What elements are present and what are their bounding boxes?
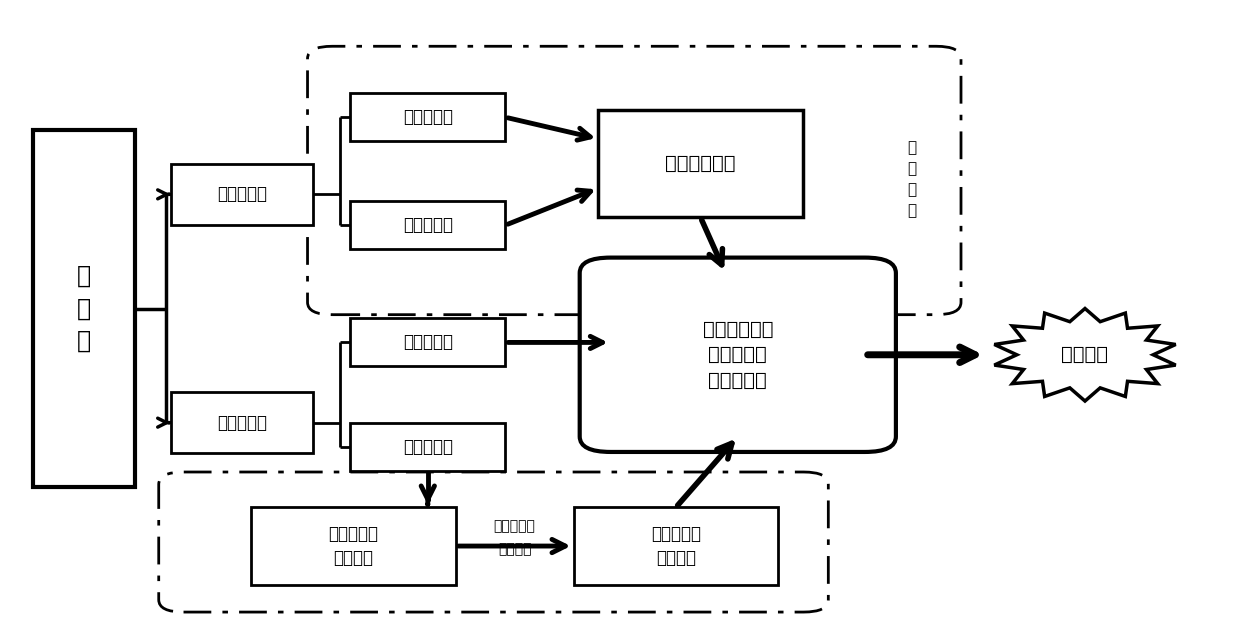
Bar [250, 507, 455, 585]
Text: 主体训练集: 主体训练集 [403, 438, 453, 457]
Bar [350, 93, 506, 141]
Text: 辅助测试集: 辅助测试集 [403, 216, 453, 234]
Bar [33, 130, 135, 487]
Text: 主体数据集: 主体数据集 [217, 413, 267, 432]
Text: 辅助字典学习: 辅助字典学习 [666, 154, 735, 173]
Bar [171, 392, 312, 453]
Text: 类间不相关
低秩分解: 类间不相关 低秩分解 [651, 525, 701, 567]
Text: 辅
助
字
典: 辅 助 字 典 [906, 140, 916, 218]
Bar [350, 423, 506, 471]
Bar [598, 110, 804, 218]
Bar [350, 201, 506, 249]
Polygon shape [994, 308, 1176, 401]
Text: 主体测试集: 主体测试集 [403, 333, 453, 352]
Text: 第一次低秩: 第一次低秩 [494, 520, 536, 533]
Text: 数
据
集: 数 据 集 [77, 264, 92, 353]
Text: 分解内容: 分解内容 [497, 542, 532, 556]
Text: 辅助数据集: 辅助数据集 [217, 185, 267, 204]
Bar [573, 507, 779, 585]
Bar [350, 318, 506, 366]
Text: 基于低秩字典
和辅助字典
的人脸识别: 基于低秩字典 和辅助字典 的人脸识别 [703, 320, 773, 390]
FancyBboxPatch shape [579, 258, 895, 452]
Bar [171, 164, 312, 225]
Text: 非凸稳健主
成分分析: 非凸稳健主 成分分析 [329, 525, 378, 567]
Text: 识别结果: 识别结果 [1061, 346, 1109, 364]
Text: 辅助训练集: 辅助训练集 [403, 108, 453, 126]
